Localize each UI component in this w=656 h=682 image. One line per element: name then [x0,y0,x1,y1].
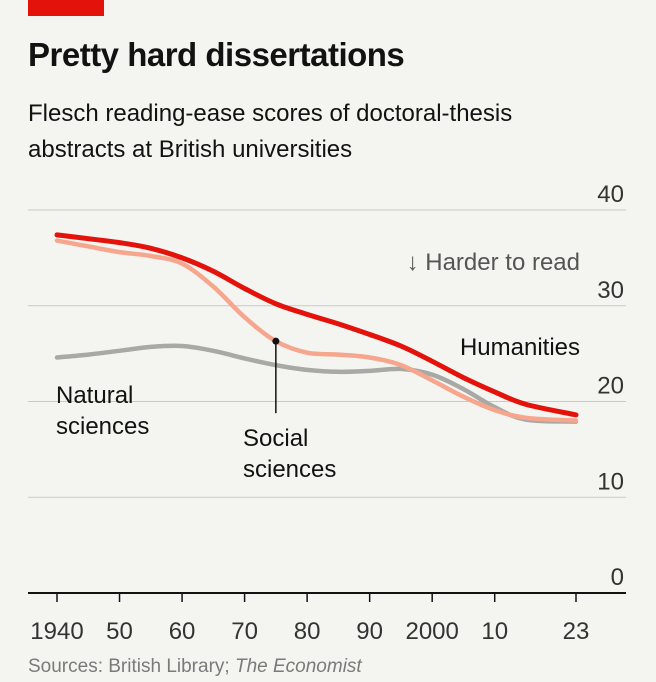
x-tick-label: 23 [563,618,590,645]
series-line-humanities [54,232,579,418]
x-tick-label: 80 [294,618,321,645]
y-tick-label: 20 [597,373,624,400]
line-chart: 0 10 20 30 40 1940 50 60 70 80 90 2000 10 23 Natural sc… [28,181,626,645]
series-line-natural-sciences [54,343,579,424]
x-tick-label: 70 [231,618,258,645]
chart-subtitle: Flesch reading-ease scores of doctoral-t… [28,96,628,168]
source-italic: The Economist [234,656,362,677]
subtitle-line-1: Flesch reading-ease scores of doctoral-t… [28,100,513,127]
subtitle-line-2: abstracts at British universities [28,136,353,163]
chart-title: Pretty hard dissertations [28,36,405,73]
x-tick-label: 10 [481,618,508,645]
source-note: Sources: British Library; The Economist [28,656,362,678]
series-label-natural-sciences: sciences [56,413,149,440]
series-line-social-sciences [54,238,579,423]
x-tick-label: 90 [356,618,383,645]
y-tick-label: 0 [611,564,624,591]
x-tick-label: 1940 [30,618,83,645]
y-tick-label: 30 [597,277,624,304]
source-prefix: Sources: British Library; [28,656,235,677]
harder-to-read-annotation: ↓ Harder to read [407,249,580,276]
series-label-natural-sciences: Natural [56,382,133,409]
series-label-social-sciences: sciences [243,456,336,483]
social-sciences-marker [272,337,280,345]
series-label-humanities: Humanities [460,334,580,361]
x-tick-label: 60 [169,618,196,645]
y-tick-label: 10 [597,468,624,495]
x-tick-label: 2000 [405,618,458,645]
y-tick-label: 40 [597,181,624,208]
x-tick-label: 50 [106,618,133,645]
accent-bar [28,0,104,16]
series-label-social-sciences: Social [243,425,308,452]
